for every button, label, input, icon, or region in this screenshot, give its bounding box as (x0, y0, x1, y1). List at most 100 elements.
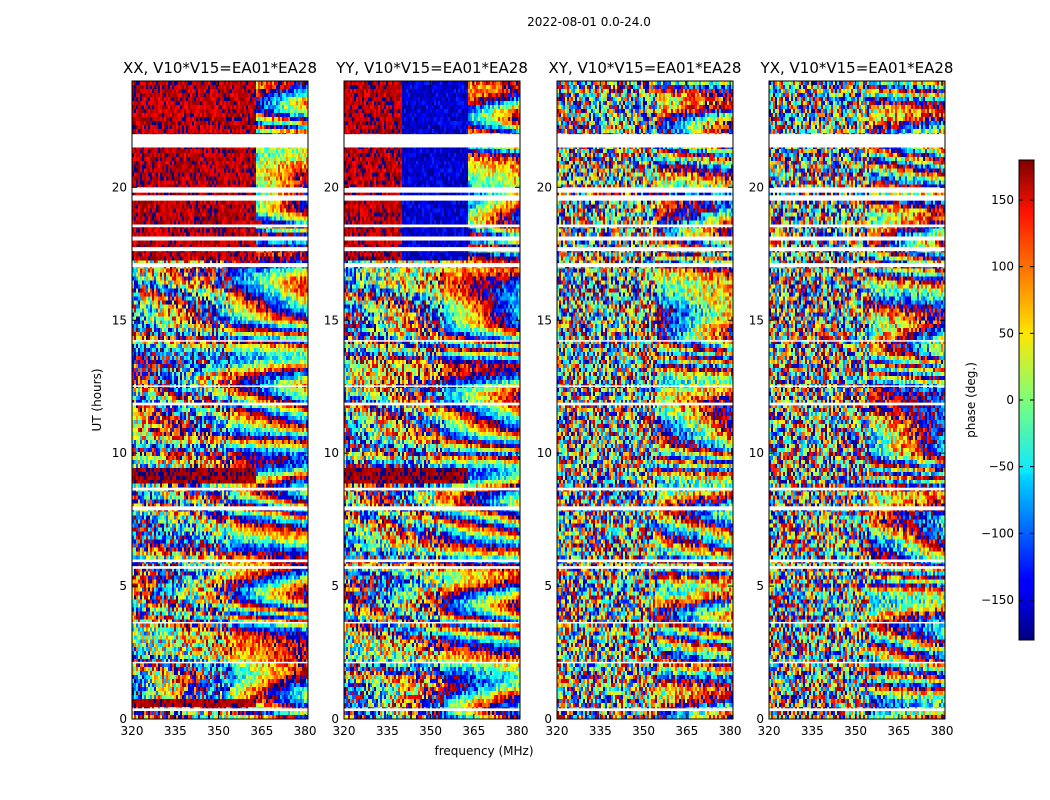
flagged-band (769, 661, 945, 664)
x-tick-label: 335 (164, 724, 187, 738)
panel-title: XY, V10*V15=EA01*EA28 (549, 59, 742, 77)
colorbar-label: phase (deg.) (964, 362, 978, 438)
flagged-band (132, 661, 308, 664)
flagged-band (344, 385, 520, 387)
flagged-band (769, 385, 945, 387)
y-tick-label: 0 (544, 712, 552, 726)
x-tick-label: 320 (333, 724, 356, 738)
flagged-band (557, 134, 733, 148)
y-tick-label: 0 (756, 712, 764, 726)
y-tick-label: 0 (119, 712, 127, 726)
flagged-band (344, 247, 520, 252)
flagged-band (557, 340, 733, 342)
flagged-band (557, 402, 733, 406)
flagged-band (132, 263, 308, 268)
x-tick-label: 320 (546, 724, 569, 738)
flagged-band (132, 621, 308, 624)
flagged-band (344, 487, 520, 491)
flagged-band (132, 340, 308, 342)
flagged-band (769, 187, 945, 193)
y-tick-label: 10 (749, 446, 764, 460)
y-tick-label: 15 (324, 313, 339, 327)
flagged-band (344, 661, 520, 664)
flagged-band (769, 621, 945, 624)
y-tick-label: 5 (119, 579, 127, 593)
flagged-band (344, 134, 520, 148)
flagged-band (769, 247, 945, 252)
colorbar-tick-label: −100 (981, 526, 1014, 540)
flagged-band (344, 263, 520, 268)
x-tick-label: 365 (250, 724, 273, 738)
flagged-band (557, 385, 733, 387)
y-tick-label: 10 (112, 446, 127, 460)
flagged-band (557, 566, 733, 569)
flagged-band (769, 224, 945, 228)
x-tick-label: 380 (719, 724, 742, 738)
figure-title: 2022-08-01 0.0-24.0 (527, 15, 651, 29)
x-tick-label: 335 (801, 724, 824, 738)
flagged-band (132, 224, 308, 228)
flagged-band (769, 566, 945, 569)
flagged-band (769, 708, 945, 712)
y-tick-label: 20 (112, 180, 127, 194)
panel-title: YX, V10*V15=EA01*EA28 (760, 59, 954, 77)
flagged-band (557, 187, 733, 193)
flagged-band (132, 708, 308, 712)
flagged-band (344, 566, 520, 569)
flagged-band (132, 236, 308, 241)
y-tick-label: 0 (331, 712, 339, 726)
x-tick-label: 365 (887, 724, 910, 738)
flagged-band (132, 385, 308, 387)
flagged-band (769, 134, 945, 148)
y-tick-label: 5 (756, 579, 764, 593)
flagged-band (557, 224, 733, 228)
flagged-band (557, 263, 733, 268)
flagged-band (344, 340, 520, 342)
flagged-band (344, 236, 520, 241)
panel-xx: XX, V10*V15=EA01*EA28 320 335 350 365 380 0 5 10… (90, 59, 317, 738)
y-tick-label: 10 (324, 446, 339, 460)
flagged-band (344, 187, 520, 193)
y-tick-label: 5 (331, 579, 339, 593)
flagged-band (344, 224, 520, 228)
flagged-band (769, 506, 945, 511)
flagged-band (344, 506, 520, 511)
y-axis-label: UT (hours) (90, 368, 104, 431)
flagged-band (132, 566, 308, 569)
x-tick-label: 380 (506, 724, 529, 738)
colorbar-tick-label: 100 (991, 260, 1014, 274)
x-tick-label: 365 (462, 724, 485, 738)
y-tick-label: 15 (749, 313, 764, 327)
y-tick-label: 5 (544, 579, 552, 593)
x-tick-label: 350 (207, 724, 230, 738)
flagged-band (557, 661, 733, 664)
x-tick-label: 365 (675, 724, 698, 738)
x-tick-label: 320 (121, 724, 144, 738)
x-tick-label: 350 (844, 724, 867, 738)
flagged-band (132, 487, 308, 491)
panel-xy: XY, V10*V15=EA01*EA28 320 335 350 365 380 0 5 10… (537, 59, 742, 738)
flagged-band (769, 236, 945, 241)
flagged-band (557, 487, 733, 491)
panel-yy: YY, V10*V15=EA01*EA28 320 335 350 365 380 0 5 10… (324, 59, 534, 758)
flagged-band (344, 402, 520, 406)
flagged-band (769, 340, 945, 342)
colorbar-tick-label: −50 (989, 460, 1014, 474)
flagged-band (769, 263, 945, 268)
flagged-band (344, 195, 520, 201)
colorbar-tick-label: −150 (981, 593, 1014, 607)
x-tick-label: 335 (589, 724, 612, 738)
flagged-band (344, 708, 520, 712)
flagged-band (344, 621, 520, 624)
x-tick-label: 380 (294, 724, 317, 738)
flagged-band (132, 134, 308, 148)
flagged-band (132, 247, 308, 252)
flagged-band (557, 195, 733, 201)
panel-title: XX, V10*V15=EA01*EA28 (123, 59, 317, 77)
axes-frame (768, 80, 946, 720)
flagged-band (344, 559, 520, 563)
y-tick-label: 20 (324, 180, 339, 194)
y-tick-label: 15 (112, 313, 127, 327)
panel-title: YY, V10*V15=EA01*EA28 (335, 59, 528, 77)
